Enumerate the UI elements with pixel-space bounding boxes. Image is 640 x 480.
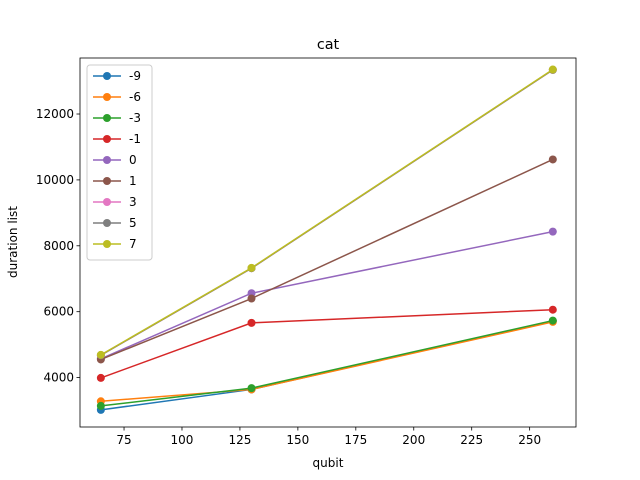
x-tick-label: 225 [460, 433, 483, 447]
legend-box [86, 64, 153, 261]
legend-item: -1 [93, 132, 141, 146]
data-point [548, 227, 557, 236]
legend-label: -3 [129, 111, 141, 125]
data-point [96, 373, 105, 382]
legend-swatch-marker [103, 156, 111, 164]
legend-swatch-marker [103, 219, 111, 227]
x-tick-label: 150 [286, 433, 309, 447]
legend-label: 3 [129, 195, 137, 209]
legend-item: 0 [93, 153, 137, 167]
y-tick-label: 12000 [36, 107, 74, 121]
legend-swatch-marker [103, 135, 111, 143]
legend-swatch-marker [103, 93, 111, 101]
data-point [548, 155, 557, 164]
y-tick-label: 10000 [36, 173, 74, 187]
legend-item: -9 [93, 69, 141, 83]
y-tick-label: 4000 [43, 371, 74, 385]
legend-item: -3 [93, 111, 141, 125]
y-axis-label: duration list [6, 206, 20, 278]
x-tick-label: 175 [344, 433, 367, 447]
data-point [548, 65, 557, 74]
data-point [548, 316, 557, 325]
data-point [548, 305, 557, 314]
legend-item: 3 [93, 195, 137, 209]
legend-label: 1 [129, 174, 137, 188]
data-point [96, 401, 105, 410]
legend-swatch-marker [103, 114, 111, 122]
plot-frame [79, 57, 577, 428]
data-point [247, 384, 256, 393]
x-tick-label: 100 [171, 433, 194, 447]
legend-item: 1 [93, 174, 137, 188]
series--3 [96, 316, 557, 410]
legend-swatch-marker [103, 198, 111, 206]
legend: -9 -6 -3 -1 0 1 3 5 7 [86, 64, 153, 261]
data-point [247, 294, 256, 303]
chart-title: cat [317, 37, 340, 53]
legend-item: 5 [93, 216, 137, 230]
legend-label: -1 [129, 132, 141, 146]
legend-label: 5 [129, 216, 137, 230]
series-layer [96, 65, 557, 414]
x-tick-label: 250 [518, 433, 541, 447]
axes-layer: 75 100 125 150 175 200 225 25040006000800010000… [36, 107, 541, 447]
y-tick-label: 6000 [43, 305, 74, 319]
legend-label: -9 [129, 69, 141, 83]
series--1 [96, 305, 557, 382]
legend-swatch-marker [103, 240, 111, 248]
data-point [247, 318, 256, 327]
legend-item: -6 [93, 90, 141, 104]
data-point [96, 350, 105, 359]
legend-label: -6 [129, 90, 141, 104]
legend-label: 0 [129, 153, 137, 167]
x-tick-label: 125 [228, 433, 251, 447]
x-tick-label: 200 [402, 433, 425, 447]
legend-label: 7 [129, 237, 137, 251]
legend-swatch-marker [103, 72, 111, 80]
data-point [247, 263, 256, 272]
series-7 [96, 65, 557, 359]
x-tick-label: 75 [116, 433, 131, 447]
x-axis-label: qubit [313, 456, 344, 470]
legend-item: 7 [93, 237, 137, 251]
legend-swatch-marker [103, 177, 111, 185]
y-tick-label: 8000 [43, 239, 74, 253]
